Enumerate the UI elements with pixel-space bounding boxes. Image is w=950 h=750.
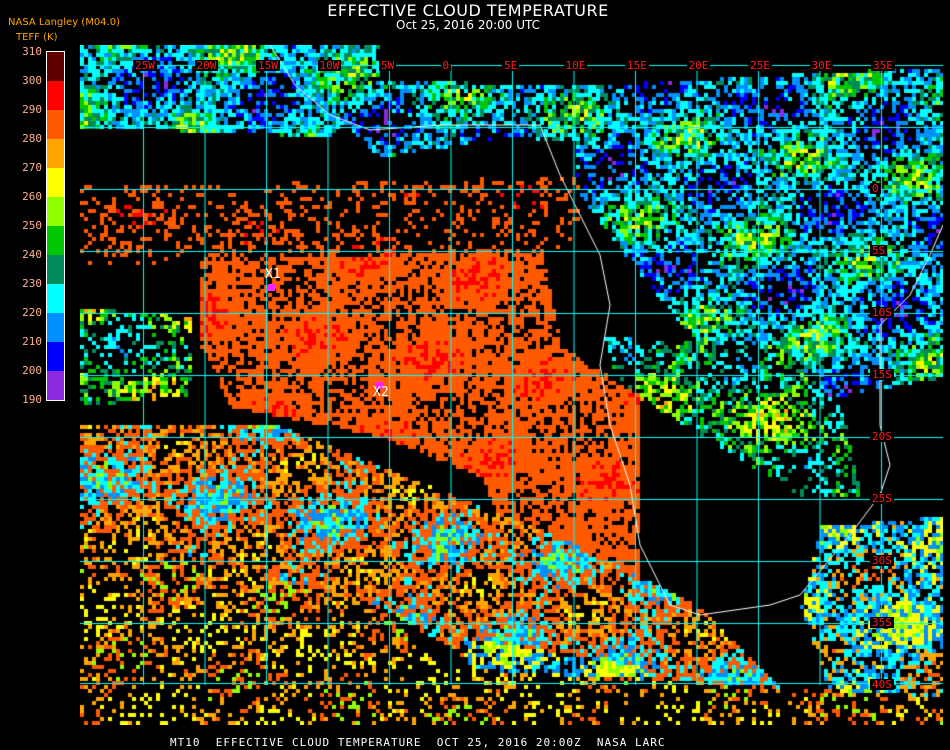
legend-swatch bbox=[47, 371, 64, 400]
legend-tick: 270 bbox=[22, 161, 42, 174]
location-marker[interactable] bbox=[376, 382, 383, 389]
legend-swatch bbox=[47, 226, 64, 255]
legend-swatch bbox=[47, 52, 64, 81]
longitude-label: 15E bbox=[625, 59, 649, 72]
latitude-label: 25S bbox=[870, 492, 894, 505]
legend-tick: 240 bbox=[22, 248, 42, 261]
longitude-label: 35E bbox=[871, 59, 895, 72]
longitude-label: 0 bbox=[440, 59, 452, 72]
latitude-label: 15S bbox=[870, 368, 894, 381]
latitude-label: 5S bbox=[870, 244, 888, 257]
legend-swatch bbox=[47, 313, 64, 342]
latitude-label: 10S bbox=[870, 306, 894, 319]
longitude-label: 10W bbox=[317, 59, 342, 72]
latitude-label: 30S bbox=[870, 554, 894, 567]
map-title: EFFECTIVE CLOUD TEMPERATURE bbox=[327, 1, 609, 20]
legend-swatch bbox=[47, 168, 64, 197]
marker-label: X1 bbox=[265, 267, 281, 282]
legend-units: TEFF (K) bbox=[16, 32, 58, 43]
latitude-label: 40S bbox=[870, 678, 894, 691]
color-legend bbox=[46, 51, 65, 401]
longitude-label: 20W bbox=[194, 59, 219, 72]
longitude-label: 5E bbox=[502, 59, 520, 72]
longitude-label: 30E bbox=[809, 59, 834, 72]
latitude-label: 35S bbox=[870, 616, 894, 629]
provider-label: NASA Langley (M04.0) bbox=[8, 17, 120, 28]
longitude-label: 20E bbox=[686, 59, 711, 72]
legend-swatch bbox=[47, 139, 64, 168]
latitude-label: 0 bbox=[870, 182, 881, 195]
legend-tick: 200 bbox=[22, 364, 42, 377]
footer-caption: MT10 EFFECTIVE CLOUD TEMPERATURE OCT 25,… bbox=[170, 736, 666, 749]
longitude-label: 10E bbox=[563, 59, 588, 72]
legend-tick: 260 bbox=[22, 190, 42, 203]
legend-tick: 190 bbox=[22, 393, 42, 406]
legend-tick: 300 bbox=[22, 74, 42, 87]
legend-swatch bbox=[47, 342, 64, 371]
legend-tick: 230 bbox=[22, 277, 42, 290]
legend-tick: 290 bbox=[22, 103, 42, 116]
legend-swatch bbox=[47, 255, 64, 284]
legend-tick: 280 bbox=[22, 132, 42, 145]
longitude-label: 15W bbox=[256, 59, 280, 72]
marker-label: X2 bbox=[373, 385, 389, 400]
legend-tick: 210 bbox=[22, 335, 42, 348]
legend-tick: 310 bbox=[22, 45, 42, 58]
satellite-image[interactable] bbox=[80, 45, 943, 725]
legend-swatch bbox=[47, 197, 64, 226]
legend-tick: 220 bbox=[22, 306, 42, 319]
legend-swatch bbox=[47, 110, 64, 139]
longitude-label: 25E bbox=[748, 59, 772, 72]
latitude-label: 20S bbox=[870, 430, 894, 443]
longitude-label: 25W bbox=[133, 59, 157, 72]
legend-tick: 250 bbox=[22, 219, 42, 232]
legend-swatch bbox=[47, 81, 64, 110]
map-timestamp: Oct 25, 2016 20:00 UTC bbox=[396, 18, 540, 32]
location-marker[interactable] bbox=[268, 284, 275, 291]
longitude-label: 5W bbox=[379, 59, 397, 72]
legend-swatch bbox=[47, 284, 64, 313]
